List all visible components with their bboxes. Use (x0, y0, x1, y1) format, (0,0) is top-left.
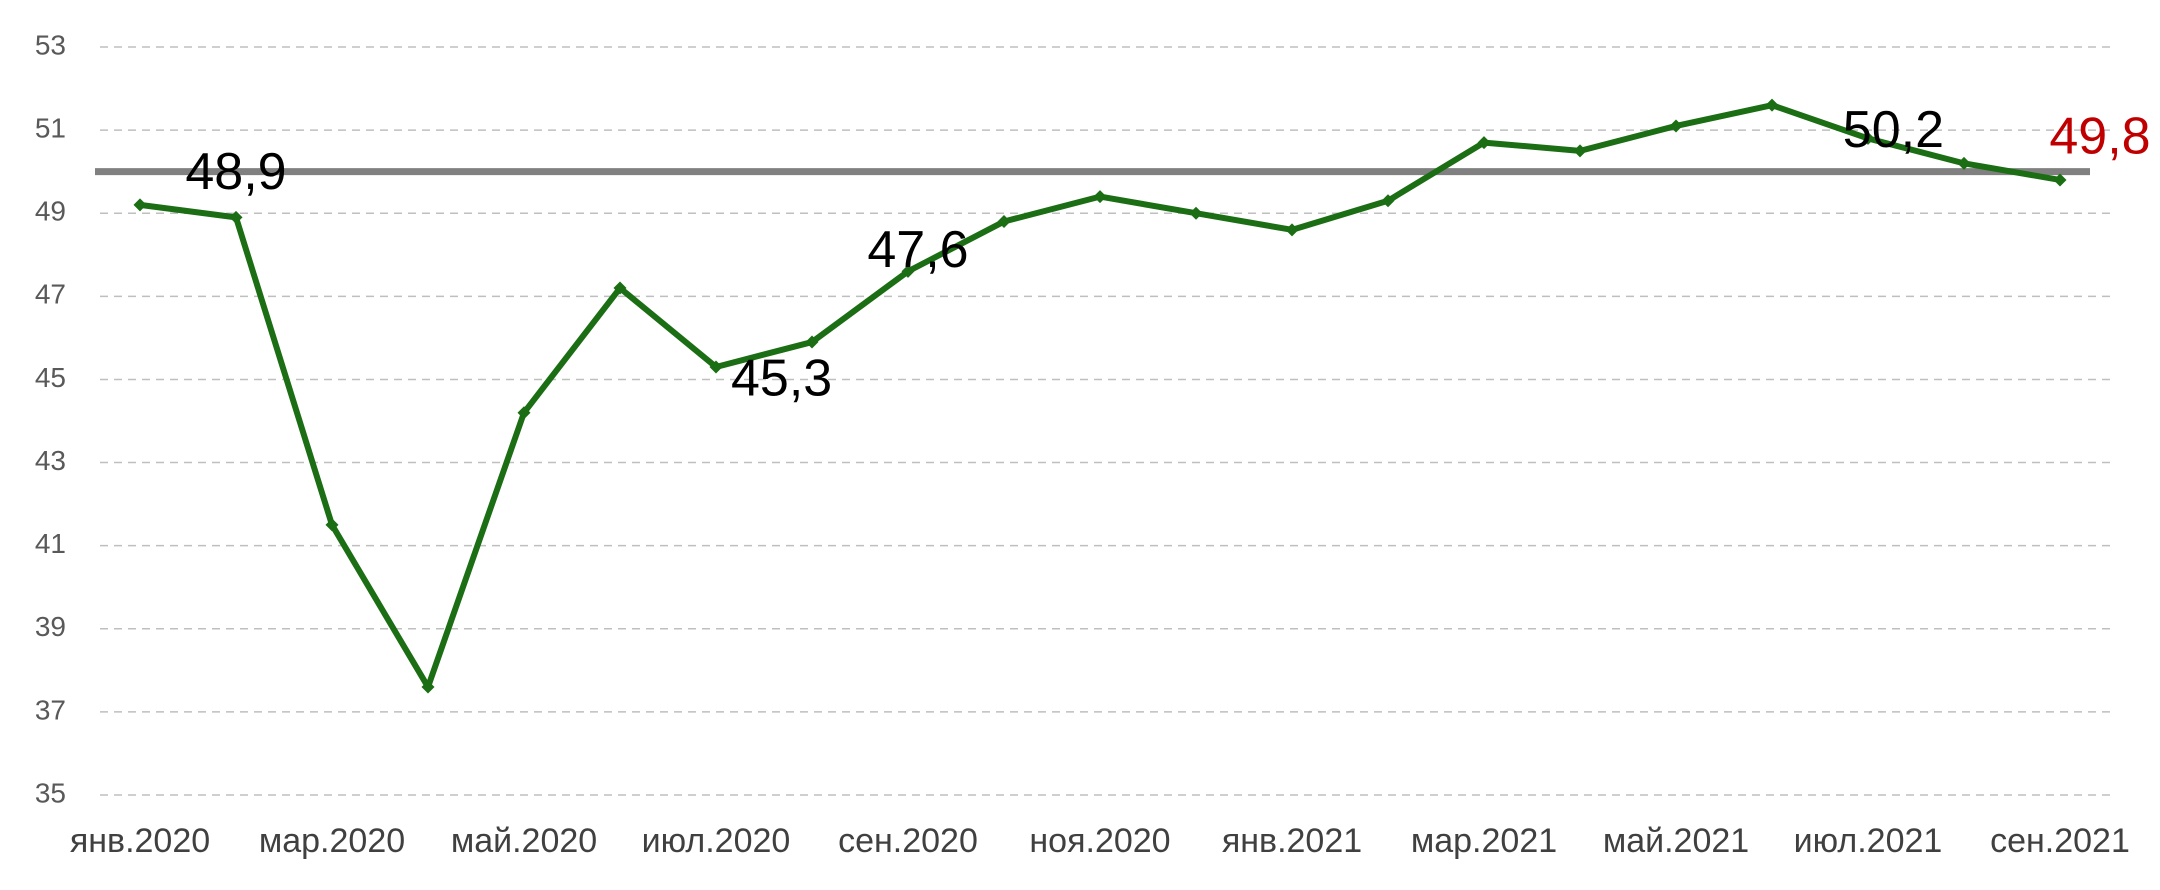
data-point (805, 335, 819, 349)
series-layer (133, 98, 2067, 694)
annotation-layer: 48,9 45,3 47,6 50,2 49,8 (185, 101, 2150, 408)
y-tick-label: 41 (35, 528, 66, 559)
data-point (1765, 98, 1779, 112)
x-tick-label: май.2020 (451, 822, 597, 860)
data-point (1957, 156, 1971, 170)
y-tick-label: 51 (35, 113, 66, 144)
data-label: 47,6 (867, 221, 968, 279)
data-label: 49,8 (2049, 108, 2150, 166)
x-tick-label: июл.2020 (642, 822, 791, 860)
x-tick-label: май.2021 (1603, 822, 1749, 860)
data-point (517, 406, 531, 420)
y-tick-label: 37 (35, 694, 66, 725)
data-point (709, 360, 723, 374)
data-point (2053, 173, 2067, 187)
x-tick-label: янв.2021 (1222, 822, 1362, 860)
y-tick-label: 53 (35, 29, 66, 60)
x-tick-label: янв.2020 (70, 822, 210, 860)
x-tick-label: сен.2021 (1990, 822, 2130, 860)
x-tick-label: мар.2020 (259, 822, 405, 860)
y-tick-label: 47 (35, 279, 66, 310)
data-point (1861, 131, 1875, 145)
x-tick-label: мар.2021 (1411, 822, 1557, 860)
data-point (229, 210, 243, 224)
y-tick-label: 45 (35, 362, 66, 393)
data-point (1477, 136, 1491, 150)
y-axis: 35 37 39 41 43 45 47 49 51 53 (35, 29, 66, 808)
data-point (1381, 194, 1395, 208)
data-point (1669, 119, 1683, 133)
y-tick-label: 39 (35, 611, 66, 642)
x-tick-label: ноя.2020 (1029, 822, 1170, 860)
data-point (1285, 223, 1299, 237)
data-label: 50,2 (1843, 101, 1944, 159)
data-point (613, 281, 627, 295)
data-point (421, 680, 435, 694)
y-tick-label: 35 (35, 777, 66, 808)
data-point (325, 518, 339, 532)
x-axis: янв.2020 мар.2020 май.2020 июл.2020 сен.2020… (70, 822, 2130, 860)
data-point (1093, 190, 1107, 204)
data-point (133, 198, 147, 212)
y-tick-label: 43 (35, 445, 66, 476)
data-label: 48,9 (185, 143, 286, 201)
data-label: 45,3 (731, 350, 832, 408)
data-point (1573, 144, 1587, 158)
data-point (997, 215, 1011, 229)
y-tick-label: 49 (35, 196, 66, 227)
grid-layer (100, 46, 2110, 796)
x-tick-label: июл.2021 (1794, 822, 1943, 860)
x-tick-label: сен.2020 (838, 822, 978, 860)
data-point (1189, 206, 1203, 220)
data-point (901, 264, 915, 278)
